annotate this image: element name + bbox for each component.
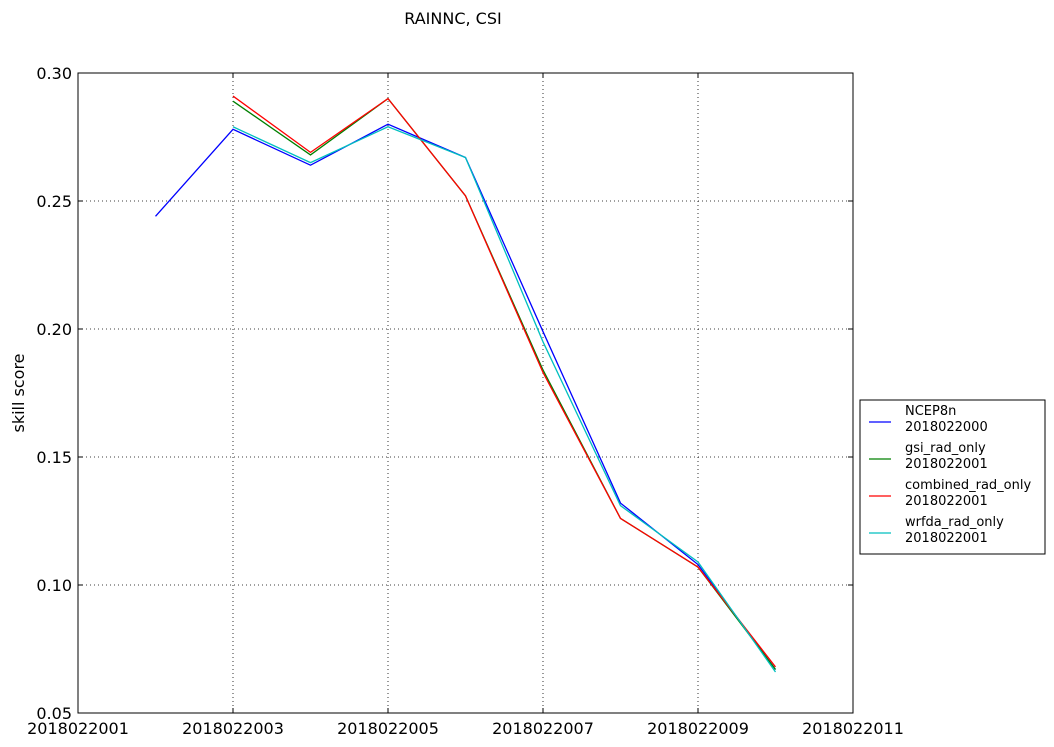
series-line-wrfda_rad_only (232, 126, 777, 673)
y-tick-label: 0.05 (36, 704, 72, 723)
series-line-gsi_rad_only (232, 97, 777, 670)
legend-sublabel: 2018022001 (905, 457, 988, 472)
ticks: 0.05 0.10 0.15 0.20 0.25 0.30 2018022001 201802… (27, 64, 904, 738)
x-tick-label: 2018022003 (182, 719, 284, 738)
x-tick-label: 2018022007 (492, 719, 594, 738)
legend-sublabel: 2018022001 (905, 531, 988, 546)
legend-label: combined_rad_only (905, 478, 1031, 493)
legend-label: NCEP8n (905, 404, 956, 419)
y-tick-label: 0.15 (36, 448, 72, 467)
y-tick-label: 0.30 (36, 64, 72, 83)
x-tick-label: 2018022009 (647, 719, 749, 738)
legend-label: wrfda_rad_only (905, 515, 1004, 530)
x-tick-label: 2018022011 (802, 719, 904, 738)
series-line-NCEP8n (155, 123, 777, 670)
chart-title: RAINNC, CSI (404, 9, 501, 28)
legend-label: gsi_rad_only (905, 441, 986, 456)
legend-box (859, 399, 1046, 555)
series-line-combined_rad_only (232, 95, 777, 668)
legend-sublabel: 2018022000 (905, 420, 988, 435)
y-tick-label: 0.10 (36, 576, 72, 595)
x-tick-label: 2018022005 (337, 719, 439, 738)
legend-sublabel: 2018022001 (905, 494, 988, 509)
x-tick-label: 2018022001 (27, 719, 129, 738)
legend: NCEP8n2018022000gsi_rad_only2018022001co… (859, 399, 1046, 555)
y-tick-label: 0.25 (36, 192, 72, 211)
y-tick-label: 0.20 (36, 320, 72, 339)
y-axis-label: skill score (9, 353, 28, 432)
series-lines (155, 95, 777, 673)
plot-frame (77, 72, 854, 714)
grid-lines (78, 73, 853, 713)
